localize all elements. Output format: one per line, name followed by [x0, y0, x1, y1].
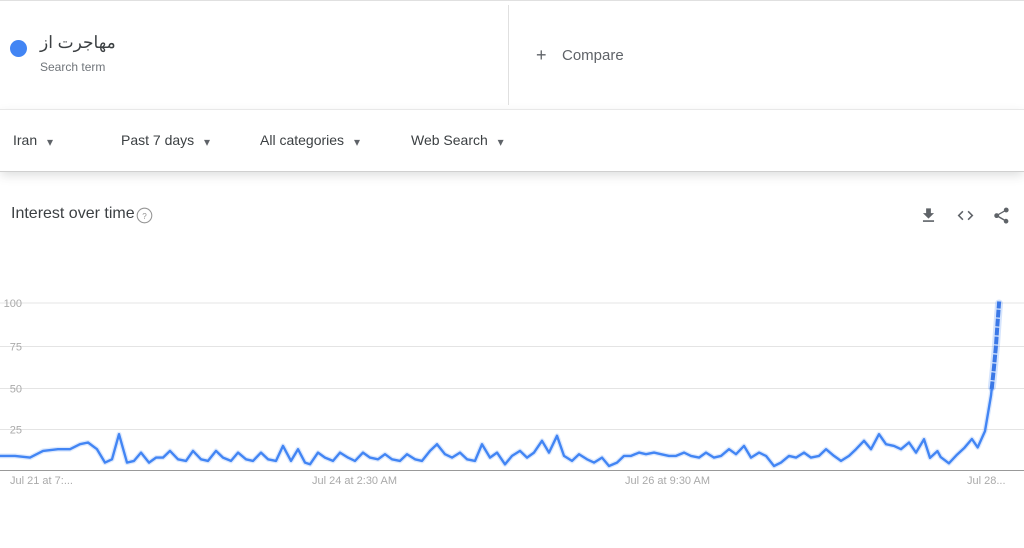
- svg-text:?: ?: [142, 212, 147, 221]
- svg-text:50: 50: [10, 384, 22, 396]
- svg-text:100: 100: [4, 298, 22, 310]
- svg-text:75: 75: [10, 342, 22, 354]
- svg-text:25: 25: [10, 425, 22, 437]
